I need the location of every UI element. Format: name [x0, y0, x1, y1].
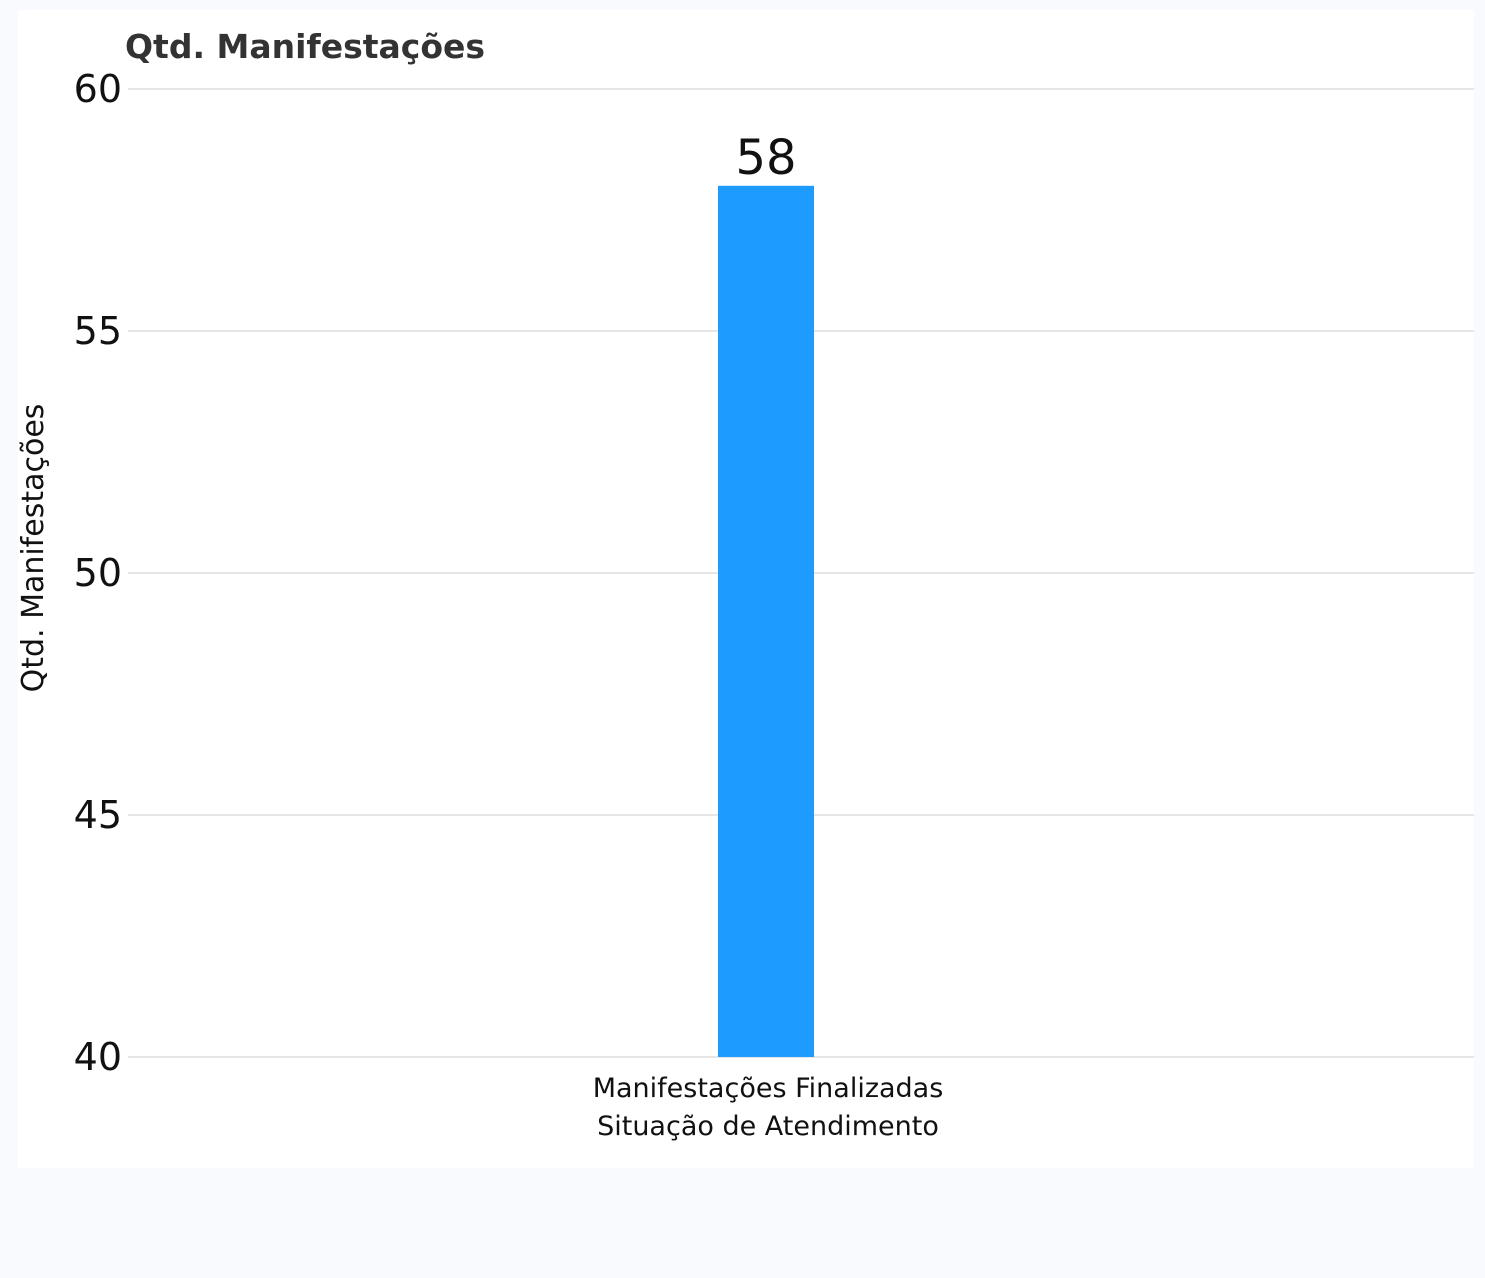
- y-tick-label: 50: [74, 551, 122, 595]
- y-tick-label: 45: [74, 793, 122, 837]
- y-axis-title: Qtd. Manifestações: [16, 404, 51, 693]
- label-layer: 40 45 50 55 60 58 Manifestações Finalizadas Sit…: [74, 67, 944, 1142]
- bar-layer: [718, 185, 814, 1058]
- y-tick-label: 55: [74, 309, 122, 353]
- x-category-label: Manifestações Finalizadas: [593, 1073, 944, 1104]
- y-tick-label: 40: [74, 1035, 122, 1079]
- x-category-label: Situação de Atendimento: [597, 1111, 939, 1142]
- bar-data-label: 58: [735, 130, 796, 186]
- bar[interactable]: [718, 185, 814, 1058]
- chart-title: Qtd. Manifestações: [125, 27, 485, 66]
- y-tick-label: 60: [74, 67, 122, 111]
